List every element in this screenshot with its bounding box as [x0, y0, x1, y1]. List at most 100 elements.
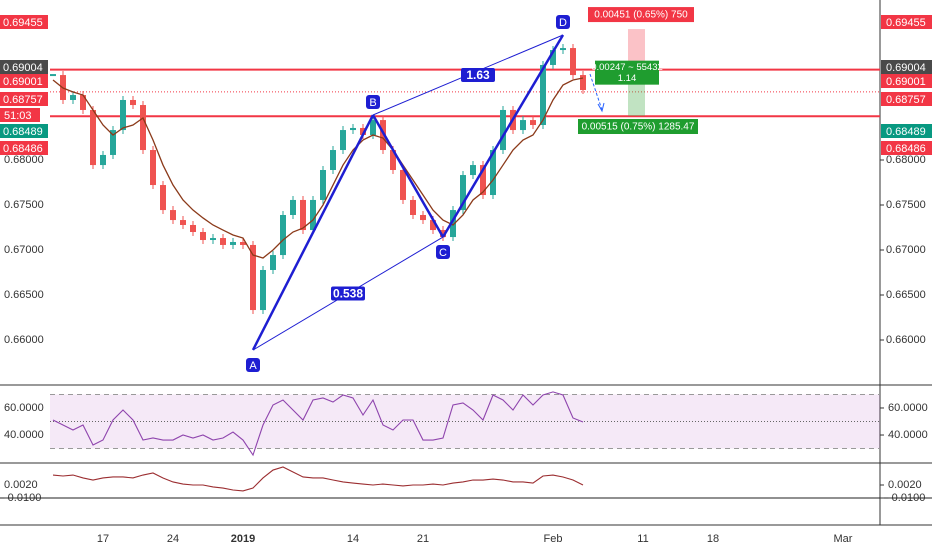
- y-tick-label: 0.67500: [4, 199, 44, 211]
- x-tick-label: Mar: [834, 533, 853, 545]
- stop-label-box: [588, 7, 694, 23]
- candle: [240, 241, 246, 245]
- stop-label: 0.00451 (0.65%) 750: [594, 10, 688, 21]
- price-tag: [0, 15, 48, 29]
- y-tick-label: 0.66000: [4, 334, 44, 346]
- price-tag-label: 0.69004: [886, 62, 926, 74]
- pattern-point-box: [366, 95, 380, 110]
- moving-average: [52, 77, 584, 259]
- price-tag-label: 0.69455: [886, 17, 926, 29]
- candle: [280, 214, 286, 256]
- candle: [220, 238, 226, 245]
- target-label: 0.00515 (0.75%) 1285.47: [582, 122, 695, 133]
- y-tick-label: 0.0020: [4, 479, 38, 491]
- candle: [70, 95, 76, 100]
- x-tick-label: Feb: [544, 533, 563, 545]
- price-tag-label: 0.68489: [3, 126, 43, 138]
- pattern-point-label: D: [559, 17, 567, 29]
- ratio-box: [331, 286, 365, 301]
- candle: [130, 99, 136, 106]
- pattern-leg: [371, 114, 445, 238]
- price-tag: [0, 141, 48, 155]
- price-tag-label: 0.68486: [886, 143, 926, 155]
- y-tick-label: 0.66500: [886, 289, 926, 301]
- candle: [370, 120, 376, 135]
- x-tick-label: 2019: [231, 533, 255, 545]
- price-tag-label: 0.69001: [3, 76, 43, 88]
- y-tick-label: 0.0020: [888, 479, 922, 491]
- price-tag: [0, 74, 48, 88]
- price-tag: [0, 124, 48, 138]
- candle: [180, 220, 186, 225]
- price-tag-label: 0.69004: [3, 62, 43, 74]
- candle: [400, 170, 406, 200]
- indicator-line: [52, 391, 584, 457]
- candle: [500, 109, 506, 151]
- candle: [310, 199, 316, 231]
- price-tag-label: 0.68757: [3, 94, 43, 106]
- info-box: [595, 60, 659, 85]
- candle: [440, 230, 446, 238]
- candle: [340, 130, 346, 151]
- candle: [170, 210, 176, 221]
- price-tag-label: 0.68486: [3, 143, 43, 155]
- y-tick-label: 0.68000: [886, 154, 926, 166]
- price-tag: [0, 92, 48, 106]
- candle: [200, 232, 206, 241]
- candle: [300, 199, 306, 231]
- candle: [420, 214, 426, 221]
- candle: [190, 224, 196, 233]
- ratio-label: 0.538: [333, 287, 363, 301]
- price-tag: [881, 92, 932, 106]
- candle: [100, 154, 106, 166]
- candle: [390, 150, 396, 171]
- pattern-point-box: [246, 357, 260, 372]
- price-tag: [881, 141, 932, 155]
- y-tick-label: -0.0100: [4, 492, 41, 504]
- candle: [140, 105, 146, 151]
- x-tick-label: 21: [417, 533, 429, 545]
- candle: [570, 48, 576, 76]
- ratio-label: 1.63: [466, 68, 490, 82]
- candle: [270, 255, 276, 270]
- countdown-tag: [0, 108, 40, 122]
- indicator-line: [52, 466, 584, 492]
- y-tick-label: 0.66500: [4, 289, 44, 301]
- candle: [490, 150, 496, 196]
- candle: [360, 127, 366, 135]
- pattern-leg: [441, 34, 565, 238]
- price-tag: [881, 60, 932, 74]
- info-label: 1.14: [618, 73, 637, 84]
- x-tick-label: 18: [707, 533, 719, 545]
- candle: [410, 199, 416, 215]
- price-tag: [881, 124, 932, 138]
- candle: [560, 48, 566, 51]
- candle: [450, 210, 456, 238]
- candle: [250, 244, 256, 311]
- pattern-point-label: C: [439, 247, 447, 259]
- pattern-point-label: A: [249, 360, 257, 372]
- ratio-box: [461, 68, 495, 83]
- y-tick-label: 0.67000: [4, 244, 44, 256]
- candle: [580, 75, 586, 90]
- y-tick-label: 40.0000: [4, 429, 44, 441]
- price-tag-label: 0.69455: [3, 17, 43, 29]
- candle: [260, 269, 266, 311]
- stop-zone: [628, 29, 645, 70]
- candle: [290, 199, 296, 215]
- candle: [480, 165, 486, 196]
- candle: [350, 127, 356, 131]
- candle: [50, 74, 56, 77]
- price-tag: [881, 74, 932, 88]
- candle: [230, 241, 236, 245]
- candle: [80, 95, 86, 110]
- price-tag: [0, 60, 48, 74]
- target-label-box: [578, 119, 698, 135]
- countdown-label: 51:03: [4, 110, 32, 122]
- x-tick-label: 24: [167, 533, 179, 545]
- candle: [550, 50, 556, 65]
- candle: [150, 150, 156, 186]
- y-tick-label: 60.0000: [888, 402, 928, 414]
